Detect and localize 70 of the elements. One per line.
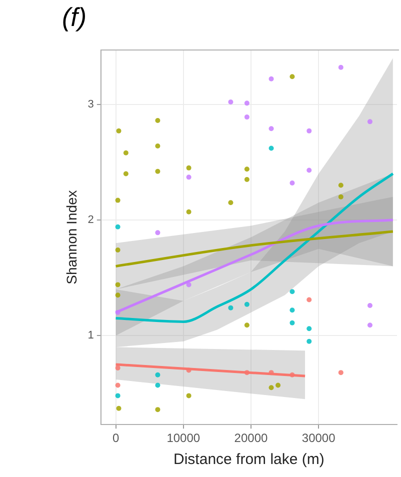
point (290, 308, 295, 313)
x-tick-label: 10000 (166, 431, 200, 446)
point (186, 282, 192, 288)
chart-title: (f) (62, 2, 87, 33)
point (186, 393, 192, 398)
point (116, 128, 122, 134)
point (276, 382, 281, 388)
x-tick-label: 20000 (234, 431, 268, 446)
point (155, 118, 160, 124)
point (244, 370, 250, 376)
point (367, 322, 372, 328)
point (115, 310, 120, 315)
point (244, 322, 250, 328)
point (268, 385, 274, 390)
x-axis-title: Distance from lake (m) (174, 451, 324, 468)
point (244, 176, 250, 182)
point (115, 198, 120, 203)
point (268, 370, 274, 376)
point (228, 200, 234, 206)
point (306, 297, 312, 302)
point (306, 168, 312, 173)
point (115, 382, 120, 388)
point (244, 100, 250, 106)
point (338, 64, 344, 70)
point (306, 338, 312, 344)
point (290, 74, 295, 80)
point (115, 292, 120, 298)
y-axis-title: Shannon Index (63, 190, 80, 284)
point (186, 209, 192, 214)
point (338, 194, 344, 200)
point (155, 168, 160, 174)
point (244, 166, 250, 172)
point (186, 165, 192, 170)
point (155, 230, 160, 236)
point (115, 282, 120, 288)
point (115, 393, 120, 398)
point (306, 128, 312, 134)
x-tick-label: 0 (112, 431, 120, 446)
point (228, 100, 234, 105)
point (268, 76, 274, 82)
point (290, 320, 295, 326)
point (338, 182, 344, 188)
point (338, 370, 344, 376)
point (123, 171, 128, 176)
point (186, 368, 192, 373)
point (290, 180, 295, 186)
point (367, 119, 372, 124)
point (228, 305, 234, 310)
point (123, 150, 128, 156)
point (115, 248, 120, 253)
point (367, 303, 372, 308)
point (186, 174, 192, 180)
point (306, 326, 312, 332)
x-tick-label: 30000 (302, 431, 336, 446)
point (115, 365, 120, 370)
y-tick-label: 2 (88, 214, 94, 226)
point (155, 143, 160, 148)
y-tick-label: 1 (88, 330, 94, 342)
point (244, 302, 250, 307)
point (155, 382, 160, 388)
point (244, 114, 250, 120)
point (155, 407, 160, 412)
point (116, 406, 122, 411)
point (290, 289, 295, 294)
point (268, 126, 274, 132)
y-tick-label: 3 (88, 98, 94, 110)
point (155, 372, 160, 378)
point (290, 372, 295, 378)
point (268, 146, 274, 151)
point (115, 224, 120, 230)
